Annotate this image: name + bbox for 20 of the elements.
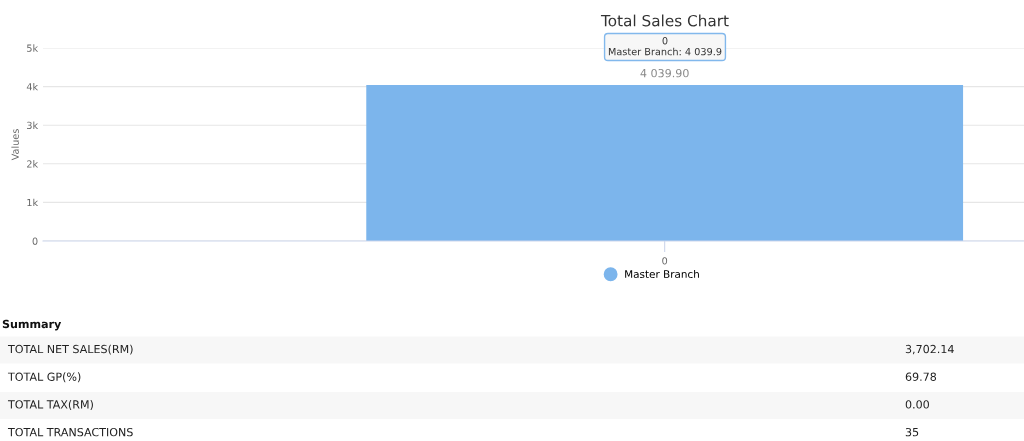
y-tick-label: 0 (32, 237, 38, 245)
y-tick-label: 5k (27, 44, 39, 52)
text: 0.00 (905, 400, 929, 409)
y-tick-label: 4k (26, 82, 39, 91)
y-tick-label: 2k (27, 160, 39, 168)
y-tick-label: 3k (27, 121, 39, 130)
text: TOTAL GP(%) (7, 372, 81, 383)
data-label: 4 039.90 (640, 68, 689, 78)
text: 35 (905, 427, 919, 437)
y-tick-label: 1k (27, 198, 39, 207)
text: 3,702.14 (905, 344, 954, 355)
text: 69.78 (905, 372, 937, 381)
annotation: 0 Master Branch: 4 039.9 (608, 37, 722, 56)
text: TOTAL NET SALES(RM) (7, 344, 133, 355)
legend-label: Master Branch (625, 269, 699, 279)
text: TOTAL TRANSACTIONS (7, 427, 133, 437)
chart-title: Total Sales Chart (600, 14, 729, 27)
y-axis-title: Values (11, 129, 19, 161)
text: Summary (2, 319, 62, 331)
text: TOTAL TAX(RM) (7, 400, 93, 410)
